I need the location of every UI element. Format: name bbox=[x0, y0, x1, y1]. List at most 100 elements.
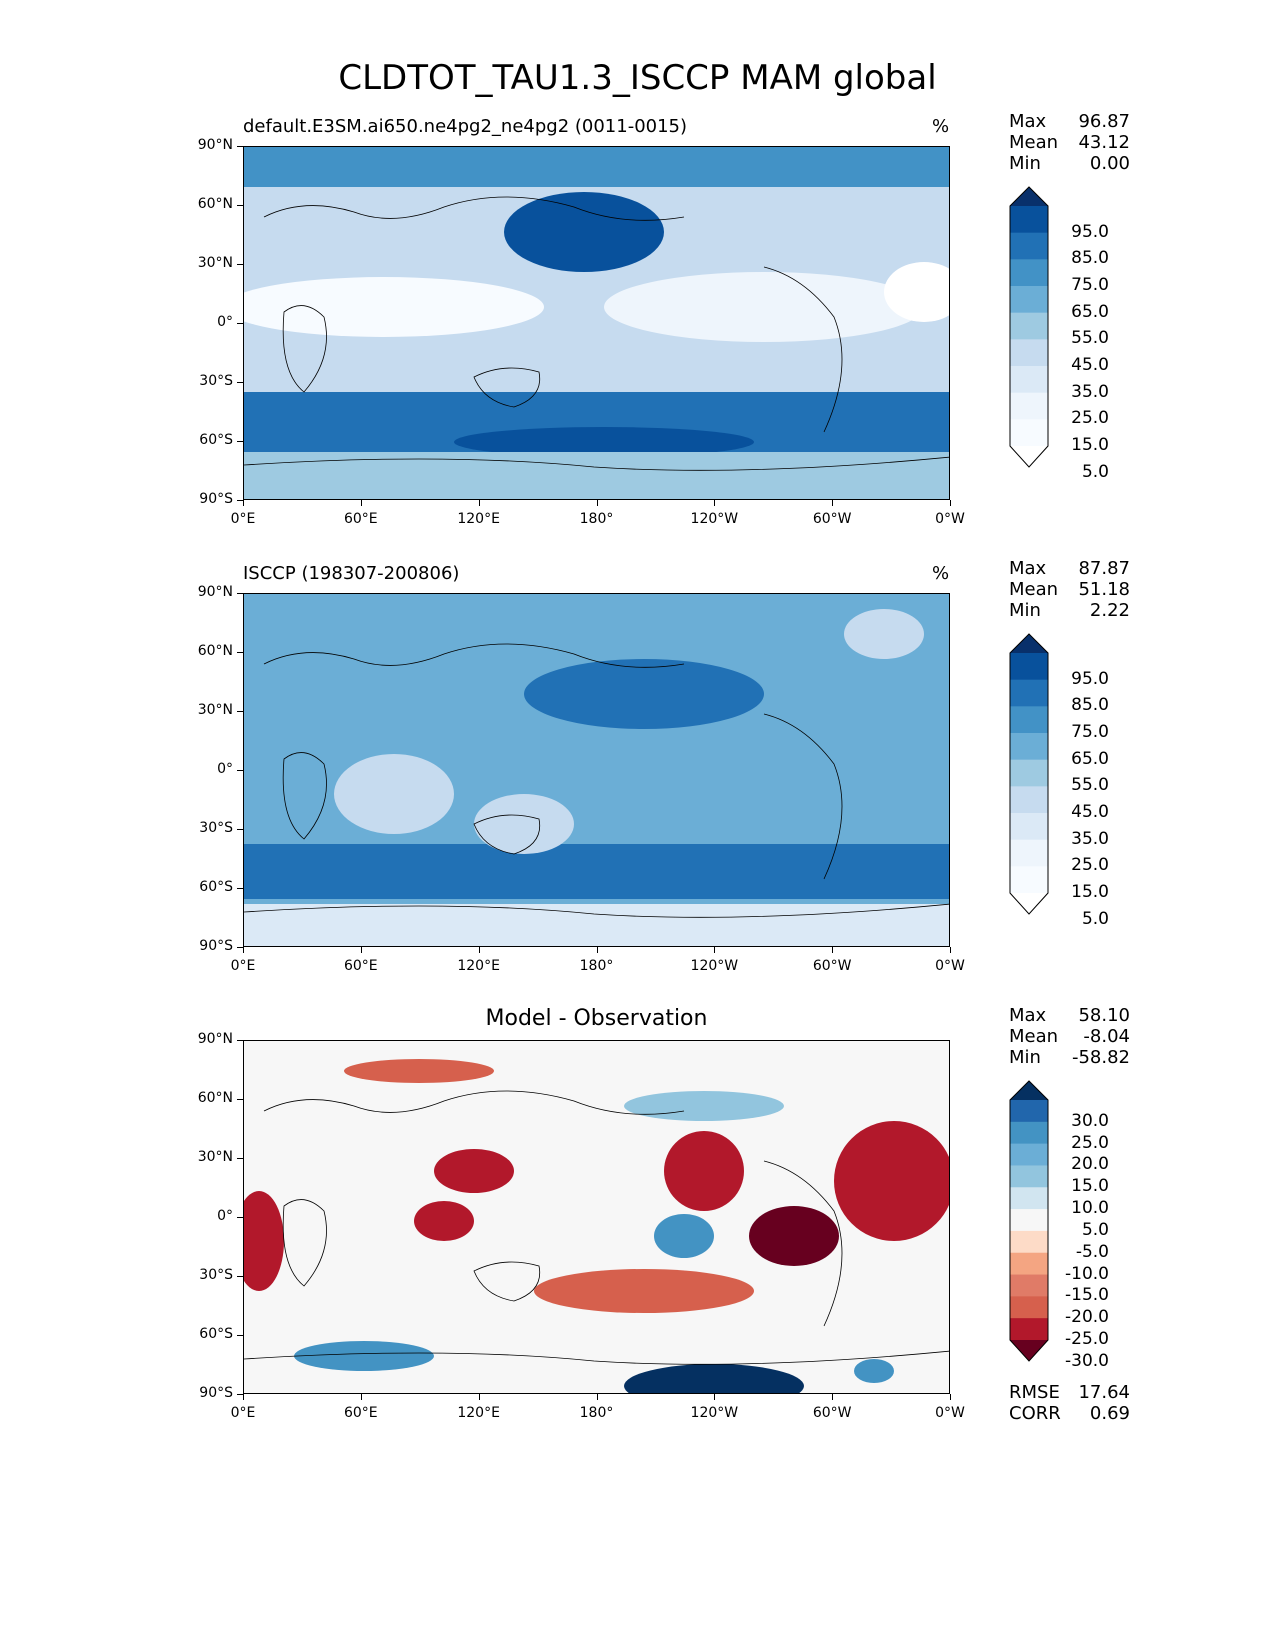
lon-tick-mark bbox=[832, 1394, 834, 1400]
lon-tick-mark bbox=[596, 947, 598, 953]
lat-tick-label: 30°S bbox=[199, 820, 233, 836]
lon-tick-mark bbox=[596, 500, 598, 506]
lat-tick-mark bbox=[237, 593, 243, 594]
lon-tick-mark bbox=[478, 500, 480, 506]
stat-label: Min bbox=[1009, 600, 1041, 621]
lon-tick-mark bbox=[714, 500, 716, 506]
lat-tick-label: 90°N bbox=[197, 584, 233, 600]
colorbar-tick-label: -10.0 bbox=[1065, 1263, 1109, 1284]
lat-tick-mark bbox=[237, 205, 243, 206]
panel-title: default.E3SM.ai650.ne4pg2_ne4pg2 (0011-0… bbox=[243, 116, 688, 137]
lat-tick-mark bbox=[237, 711, 243, 712]
colorbar-band bbox=[1010, 419, 1048, 447]
lat-tick-label: 60°N bbox=[197, 643, 233, 659]
colorbar-tick-label: 45.0 bbox=[1071, 355, 1109, 375]
stat-label: Max bbox=[1009, 1005, 1047, 1026]
colorbar bbox=[1009, 633, 1049, 915]
lon-tick-label: 60°E bbox=[343, 1405, 378, 1421]
lat-tick-mark bbox=[237, 1276, 243, 1277]
colorbar bbox=[1009, 1080, 1049, 1362]
colorbar-extend-bottom bbox=[1010, 1340, 1048, 1361]
colorbar-band bbox=[1010, 232, 1048, 260]
lat-tick-mark bbox=[237, 947, 243, 948]
lat-tick-label: 30°N bbox=[197, 702, 233, 718]
filled-contour-field bbox=[244, 594, 949, 946]
colorbar-band bbox=[1010, 206, 1048, 234]
colorbar-tick-label: 75.0 bbox=[1071, 722, 1109, 742]
panel-title: Model - Observation bbox=[485, 1006, 708, 1031]
lat-tick-label: 60°S bbox=[199, 879, 233, 895]
lon-tick-label: 60°W bbox=[812, 511, 852, 527]
lon-tick-label: 120°W bbox=[690, 958, 739, 974]
colorbar-tick-label: 95.0 bbox=[1071, 221, 1109, 242]
lon-tick-mark bbox=[714, 947, 716, 953]
colorbar-tick-label: -20.0 bbox=[1065, 1307, 1109, 1328]
colorbar bbox=[1009, 186, 1049, 468]
colorbar-outline bbox=[1009, 186, 1049, 468]
filled-contour-field bbox=[244, 147, 949, 499]
lon-tick-label: 60°E bbox=[343, 511, 378, 527]
colorbar-tick-label: -5.0 bbox=[1075, 1241, 1109, 1262]
lat-tick-label: 60°N bbox=[197, 1090, 233, 1106]
lon-tick-label: 120°E bbox=[457, 1405, 500, 1421]
map-plot bbox=[243, 146, 950, 500]
colorbar-tick-label: 75.0 bbox=[1071, 275, 1109, 295]
lat-tick-label: 30°N bbox=[197, 255, 233, 271]
colorbar-tick-label: 5.0 bbox=[1081, 1219, 1109, 1240]
lon-tick-label: 0°W bbox=[935, 1405, 965, 1421]
colorbar-band bbox=[1010, 1187, 1048, 1210]
colorbar-band bbox=[1010, 312, 1048, 340]
colorbar-band bbox=[1010, 366, 1048, 394]
colorbar-band bbox=[1010, 1230, 1048, 1254]
lon-tick-label: 60°W bbox=[812, 958, 852, 974]
lat-tick-mark bbox=[237, 1217, 243, 1218]
colorbar-band bbox=[1010, 706, 1048, 734]
colorbar-tick-label: 15.0 bbox=[1071, 882, 1109, 902]
lon-tick-mark bbox=[832, 947, 834, 953]
colorbar-tick-label: 25.0 bbox=[1071, 855, 1109, 876]
colorbar-tick-label: 25.0 bbox=[1071, 1132, 1109, 1153]
colorbar-tick-label: -15.0 bbox=[1065, 1285, 1109, 1306]
lat-tick-mark bbox=[237, 264, 243, 265]
colorbar-tick-label: 25.0 bbox=[1071, 408, 1109, 429]
lat-tick-label: 0° bbox=[217, 761, 233, 777]
lat-tick-label: 90°S bbox=[199, 938, 233, 954]
colorbar-tick-label: 35.0 bbox=[1071, 381, 1109, 402]
error-stat-value: 0.69 bbox=[1089, 1403, 1130, 1424]
colorbar-outline bbox=[1009, 633, 1049, 915]
lat-tick-mark bbox=[237, 323, 243, 324]
lat-tick-mark bbox=[237, 146, 243, 147]
lon-tick-mark bbox=[478, 947, 480, 953]
colorbar-tick-label: 30.0 bbox=[1071, 1110, 1109, 1131]
lat-tick-mark bbox=[237, 500, 243, 501]
colorbar-band bbox=[1010, 759, 1048, 787]
error-stat-label: RMSE bbox=[1009, 1382, 1060, 1403]
lon-tick-label: 0°W bbox=[935, 511, 965, 527]
figure-title: CLDTOT_TAU1.3_ISCCP MAM global bbox=[338, 58, 937, 98]
stat-label: Mean bbox=[1009, 1026, 1059, 1047]
error-stat-value: 17.64 bbox=[1078, 1382, 1130, 1403]
colorbar-tick-label: 85.0 bbox=[1071, 248, 1109, 269]
colorbar-tick-label: 65.0 bbox=[1071, 301, 1109, 322]
colorbar-extend-top bbox=[1010, 634, 1048, 653]
lon-tick-label: 180° bbox=[579, 511, 614, 527]
lon-tick-label: 0°E bbox=[230, 511, 256, 527]
lon-tick-label: 180° bbox=[579, 1405, 614, 1421]
stat-value: -58.82 bbox=[1071, 1047, 1130, 1068]
lat-tick-mark bbox=[237, 1394, 243, 1395]
colorbar-extend-top bbox=[1010, 1081, 1048, 1100]
lon-tick-mark bbox=[950, 500, 951, 506]
stat-label: Min bbox=[1009, 153, 1041, 174]
lat-tick-label: 0° bbox=[217, 1208, 233, 1224]
colorbar-tick-label: -30.0 bbox=[1065, 1350, 1109, 1371]
colorbar-tick-label: 15.0 bbox=[1071, 1176, 1109, 1197]
lat-tick-label: 60°S bbox=[199, 432, 233, 448]
lon-tick-label: 0°W bbox=[935, 958, 965, 974]
lat-tick-mark bbox=[237, 1040, 243, 1041]
lon-tick-mark bbox=[243, 500, 244, 506]
lon-tick-mark bbox=[360, 947, 362, 953]
lon-tick-label: 180° bbox=[579, 958, 614, 974]
stat-value: 2.22 bbox=[1089, 600, 1130, 621]
lat-tick-label: 60°S bbox=[199, 1326, 233, 1342]
colorbar-band bbox=[1010, 1252, 1048, 1276]
